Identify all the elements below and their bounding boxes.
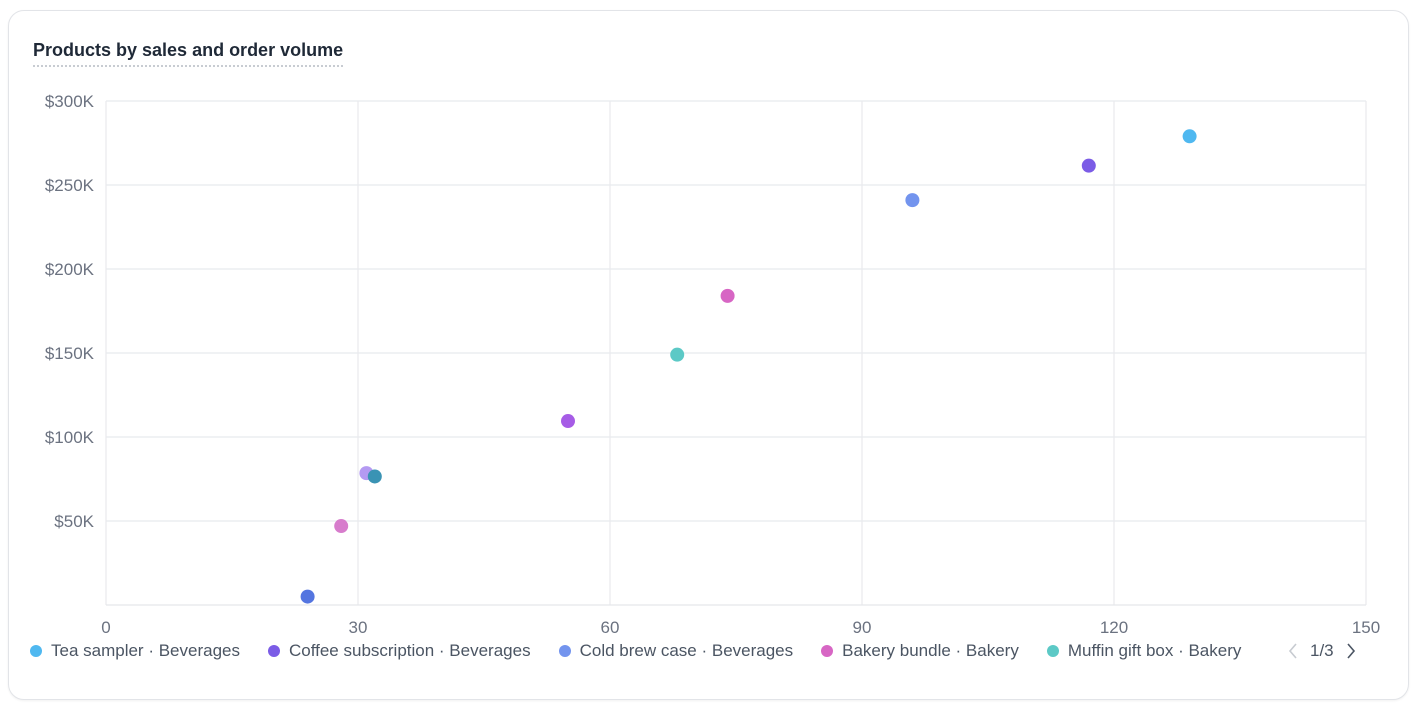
legend-swatch xyxy=(821,645,834,657)
y-tick-label: $150K xyxy=(45,344,95,363)
legend-item[interactable]: Muffin gift box · Bakery xyxy=(1046,638,1242,664)
y-tick-label: $50K xyxy=(54,512,94,531)
legend-prev-button[interactable] xyxy=(1282,638,1304,664)
legend-swatch xyxy=(558,645,571,657)
data-point xyxy=(334,519,349,534)
legend-label: Muffin gift box · Bakery xyxy=(1067,641,1242,660)
legend-next-button[interactable] xyxy=(1340,638,1362,664)
legend: Tea sampler · Beverages Coffee subscripti… xyxy=(30,638,1258,664)
x-tick-label: 60 xyxy=(601,618,620,637)
legend-label: Tea sampler · Beverages xyxy=(51,641,240,660)
legend-pager: 1/3 xyxy=(1282,638,1362,664)
chart-title[interactable]: Products by sales and order volume xyxy=(33,39,344,67)
y-tick-label: $250K xyxy=(45,176,95,195)
x-tick-label: 90 xyxy=(853,618,872,637)
chevron-left-icon xyxy=(1288,643,1297,659)
y-tick-label: $300K xyxy=(45,92,95,111)
legend-label: Coffee subscription · Beverages xyxy=(288,641,531,660)
chevron-right-icon xyxy=(1347,643,1355,659)
data-point xyxy=(300,589,315,604)
x-tick-label: 150 xyxy=(1352,618,1380,637)
x-tick-label: 120 xyxy=(1100,618,1128,637)
legend-label: Bakery bundle · Bakery xyxy=(842,641,1019,660)
data-point xyxy=(720,288,735,303)
x-tick-label: 30 xyxy=(349,618,368,637)
legend-item[interactable]: Coffee subscription · Beverages xyxy=(267,638,531,664)
legend-item[interactable]: Bakery bundle · Bakery xyxy=(821,638,1019,664)
legend-swatch xyxy=(1046,645,1059,657)
data-point xyxy=(905,193,920,208)
y-tick-label: $100K xyxy=(45,428,95,447)
x-tick-label: 0 xyxy=(101,618,110,637)
legend-swatch xyxy=(30,645,42,657)
y-tick-label: $200K xyxy=(45,260,95,279)
legend-item[interactable]: Tea sampler · Beverages xyxy=(30,638,240,664)
data-point xyxy=(670,347,685,362)
data-point xyxy=(1182,129,1197,144)
legend-item[interactable]: Cold brew case · Beverages xyxy=(558,638,794,664)
legend-page-indicator: 1/3 xyxy=(1310,641,1334,660)
data-point xyxy=(367,469,382,484)
data-point xyxy=(1081,158,1096,173)
data-point xyxy=(561,414,575,429)
legend-swatch xyxy=(267,645,280,657)
chart-card: Products by sales and order volume xyxy=(8,10,1409,700)
legend-label: Cold brew case · Beverages xyxy=(579,641,794,660)
